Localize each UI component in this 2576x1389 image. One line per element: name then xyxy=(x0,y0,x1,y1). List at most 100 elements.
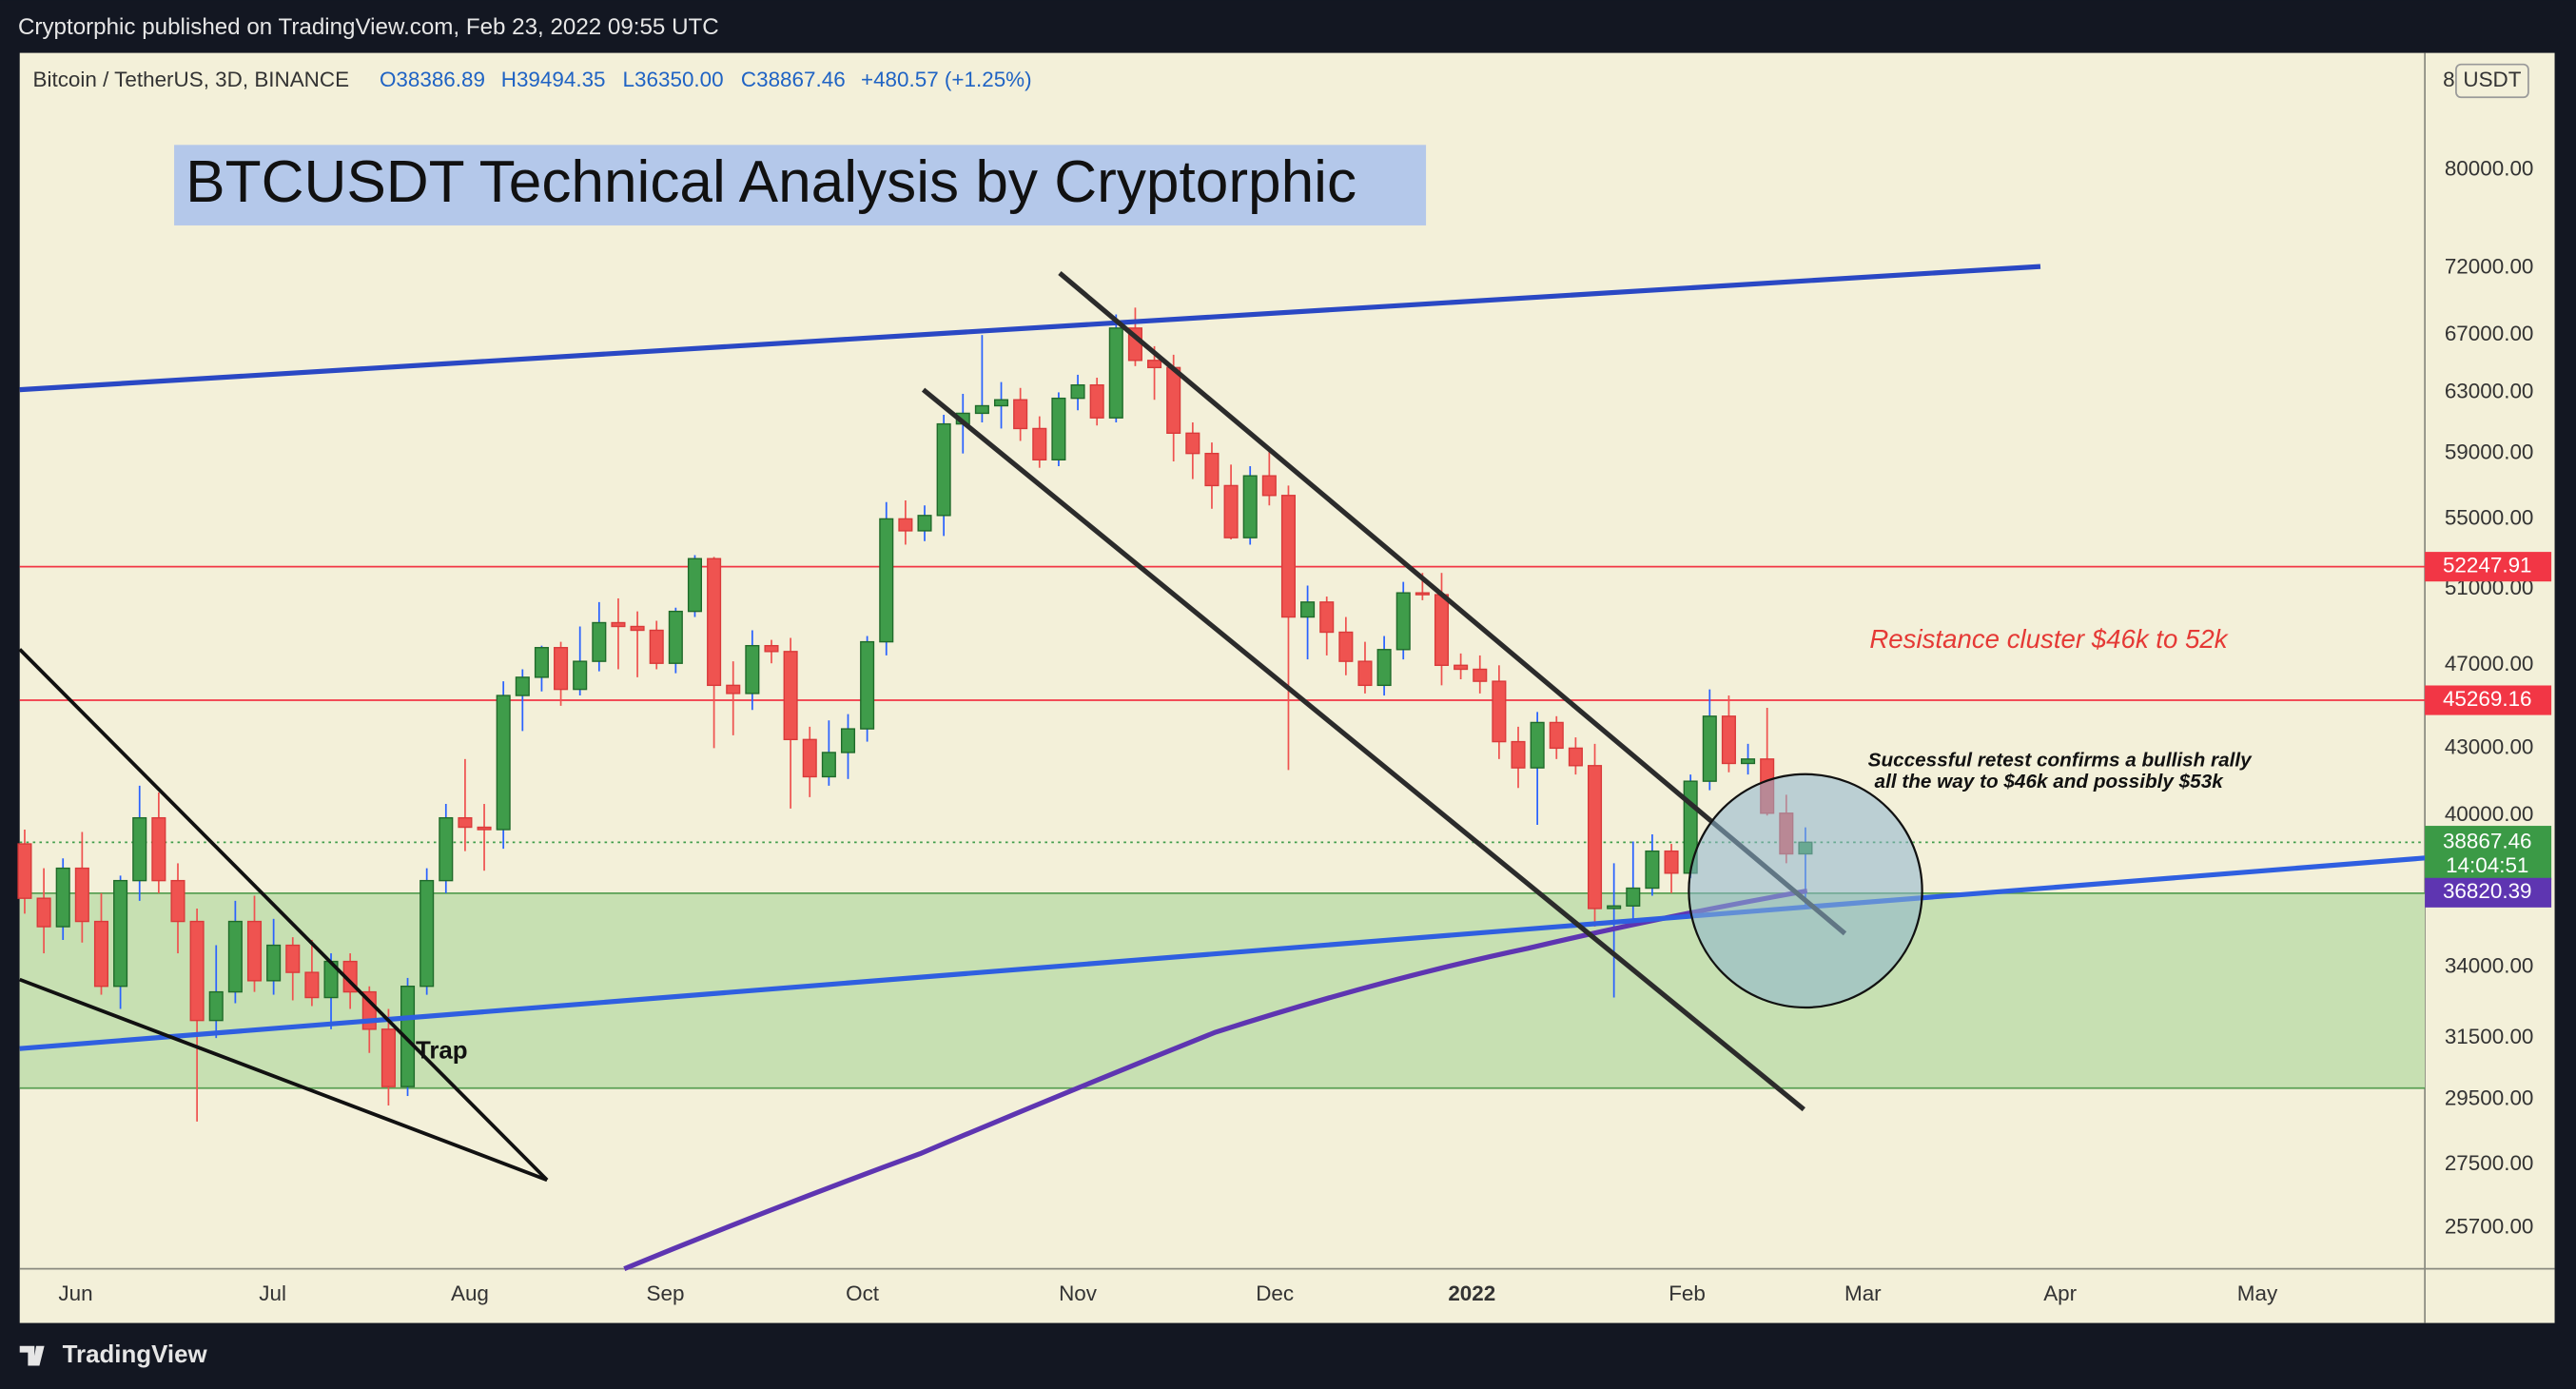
candle-body xyxy=(1492,680,1507,743)
candle-body xyxy=(630,625,645,632)
candle-body xyxy=(1300,601,1316,618)
candle-body xyxy=(1357,660,1373,687)
candle-body xyxy=(1645,850,1660,890)
candle-body xyxy=(439,816,454,882)
candle-body xyxy=(1587,765,1603,910)
candle-body xyxy=(400,986,416,1087)
y-tick-label: 72000.00 xyxy=(2445,255,2534,279)
candle-body xyxy=(1530,721,1545,769)
brand: TradingView xyxy=(19,1341,208,1368)
x-tick-label: Jun xyxy=(58,1281,92,1305)
x-tick-label: Nov xyxy=(1059,1281,1098,1305)
y-tick-label: 25700.00 xyxy=(2445,1214,2534,1238)
partial-tick-label: 8 xyxy=(2443,68,2454,91)
trendline xyxy=(19,264,2041,393)
candle-body xyxy=(1185,432,1200,455)
x-tick-label: Jul xyxy=(259,1281,286,1305)
candle-body xyxy=(1089,383,1104,419)
candle-body xyxy=(227,920,243,993)
candle-body xyxy=(1626,887,1641,907)
channel-line xyxy=(921,387,1805,1112)
candle-body xyxy=(1261,475,1277,497)
currency-label[interactable]: USDT xyxy=(2463,68,2521,91)
candle-body xyxy=(573,660,588,691)
candle-body xyxy=(534,647,549,678)
candle-body xyxy=(1721,715,1736,765)
candle-body xyxy=(170,879,185,923)
moving-average xyxy=(623,888,1808,1271)
x-tick-label: Apr xyxy=(2043,1281,2077,1305)
y-tick-label: 34000.00 xyxy=(2445,953,2534,977)
candle-body xyxy=(1511,740,1526,769)
candle-body xyxy=(1741,758,1756,765)
candle-body xyxy=(764,644,779,653)
candle-body xyxy=(420,879,435,988)
y-tick-label: 47000.00 xyxy=(2445,652,2534,675)
candle-body xyxy=(668,610,683,664)
candle-body xyxy=(1204,452,1220,487)
legend-high: H39494.35 xyxy=(501,68,606,91)
candle-body xyxy=(285,944,301,973)
legend-low: L36350.00 xyxy=(623,68,724,91)
candle-body xyxy=(1280,495,1296,618)
x-tick-label: Dec xyxy=(1256,1281,1294,1305)
candles-layer xyxy=(17,307,1813,1122)
candle-body xyxy=(1108,327,1123,419)
candle-body xyxy=(55,867,70,928)
candle-body xyxy=(1549,721,1564,750)
candle-body xyxy=(1568,747,1583,767)
x-tick-label: Feb xyxy=(1669,1281,1706,1305)
candle-body xyxy=(189,920,205,1022)
x-tick-label: Oct xyxy=(846,1281,880,1305)
candle-body xyxy=(1032,427,1047,460)
candle-body xyxy=(840,728,856,753)
candle-body xyxy=(1664,850,1679,874)
candle-body xyxy=(381,1028,396,1087)
candle-body xyxy=(515,676,530,696)
candle-body xyxy=(611,621,626,628)
x-tick-label: Mar xyxy=(1844,1281,1882,1305)
y-tick-label: 55000.00 xyxy=(2445,505,2534,529)
candle-body xyxy=(1013,399,1028,430)
candle-body xyxy=(554,647,569,691)
y-tick-label: 40000.00 xyxy=(2445,802,2534,826)
candle-body xyxy=(1166,366,1181,434)
y-tick-label: 43000.00 xyxy=(2445,734,2534,758)
candle-body xyxy=(974,404,989,415)
x-tick-label: May xyxy=(2237,1281,2278,1305)
candle-body xyxy=(1147,360,1162,369)
candle-body xyxy=(649,629,664,664)
candle-body xyxy=(1242,475,1258,538)
last-price-box xyxy=(2425,826,2552,881)
candle-body xyxy=(1454,664,1469,671)
candle-body xyxy=(304,971,320,999)
candle-body xyxy=(745,644,760,694)
candle-body xyxy=(36,897,51,928)
candle-body xyxy=(458,816,473,829)
candle-body xyxy=(1070,383,1085,400)
chart-title: BTCUSDT Technical Analysis by Cryptorphi… xyxy=(185,149,1356,215)
candle-body xyxy=(917,515,932,532)
axis-layer: 80000.00 72000.00 67000.00 63000.00 59000.00… xyxy=(58,156,2552,1305)
candle-body xyxy=(592,621,607,662)
candle-body xyxy=(1051,397,1066,460)
brand-name: TradingView xyxy=(63,1341,208,1368)
candle-body xyxy=(266,944,282,982)
candle-body xyxy=(496,694,511,831)
trendline xyxy=(18,648,549,1182)
candle-body xyxy=(687,558,703,613)
last-price-label: 38867.46 xyxy=(2443,829,2532,852)
currency-box[interactable] xyxy=(2455,63,2529,99)
candle-body xyxy=(707,558,722,687)
trendline xyxy=(19,977,548,1183)
candle-body xyxy=(132,816,147,882)
candle-body xyxy=(936,422,951,517)
candle-body xyxy=(93,920,109,988)
legend-change: +480.57 (+1.25%) xyxy=(861,68,1032,91)
candle-body xyxy=(898,518,913,532)
candle-body xyxy=(783,651,798,741)
y-tick-label: 31500.00 xyxy=(2445,1025,2534,1048)
legend-open: O38386.89 xyxy=(380,68,485,91)
candle-body xyxy=(113,879,128,988)
